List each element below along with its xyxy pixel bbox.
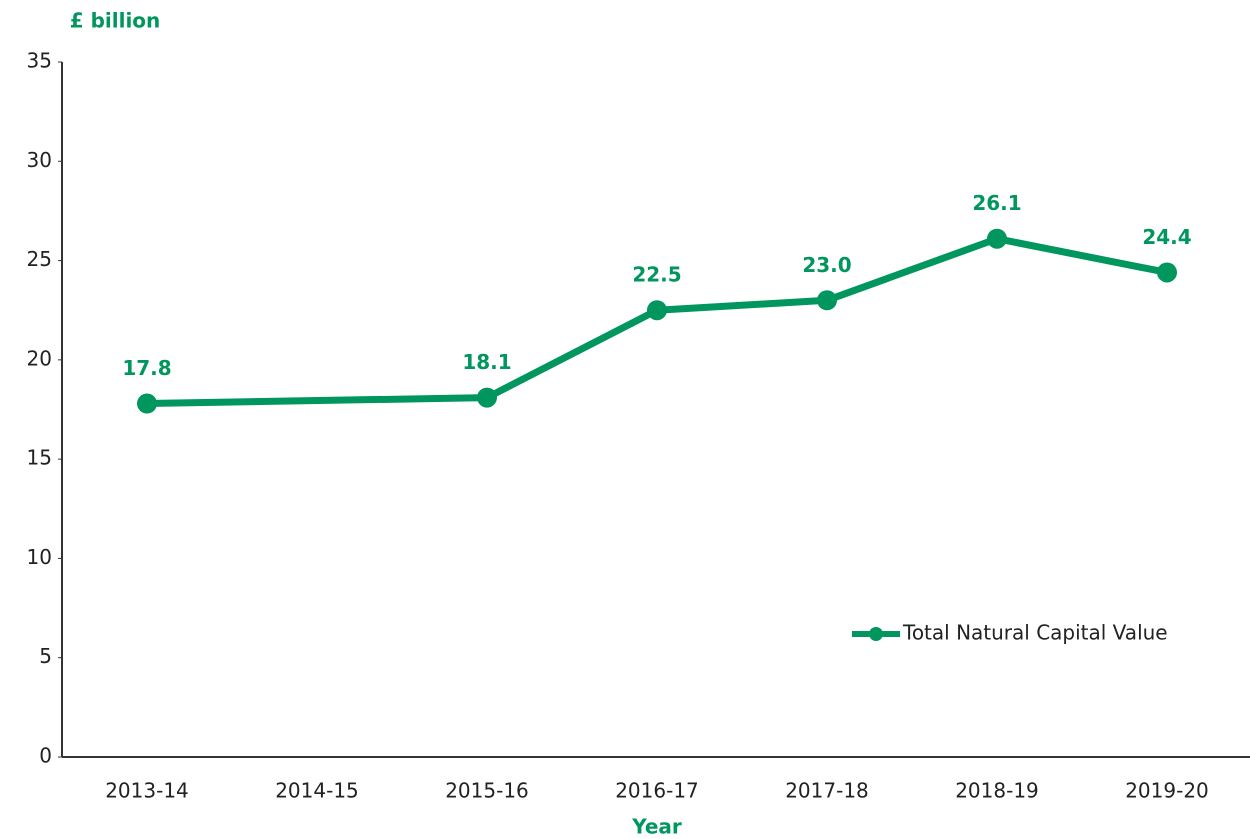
value-label: 17.8 (122, 356, 171, 380)
x-axis-label: Year (631, 815, 682, 839)
y-tick-label: 25 (27, 247, 52, 271)
value-label: 22.5 (632, 263, 681, 287)
y-tick-label: 15 (27, 446, 52, 470)
x-tick-label: 2018-19 (955, 779, 1039, 803)
x-tick-label: 2015-16 (445, 779, 529, 803)
value-label: 24.4 (1142, 225, 1191, 249)
legend-label: Total Natural Capital Value (902, 621, 1168, 645)
point (647, 300, 667, 321)
y-tick-label: 0 (39, 744, 52, 768)
line (146, 235, 1168, 408)
point (477, 387, 497, 408)
point (1157, 262, 1177, 283)
y-axis-label: £ billion (70, 9, 161, 33)
x-tick-label: 2016-17 (615, 779, 699, 803)
value-label: 18.1 (462, 350, 511, 374)
legend-marker (869, 627, 883, 641)
x-tick-label: 2019-20 (1125, 779, 1209, 803)
y-tick-label: 20 (27, 346, 52, 370)
point (817, 290, 837, 311)
x-tick-label: 2017-18 (785, 779, 869, 803)
y-tick-label: 5 (39, 644, 52, 668)
x-tick-label: 2013-14 (105, 779, 189, 803)
point (137, 393, 157, 414)
value-label: 23.0 (802, 253, 851, 277)
value-label: 26.1 (972, 191, 1021, 215)
x-tick-label: 2014-15 (275, 779, 359, 803)
point (987, 228, 1007, 249)
y-tick-label: 30 (27, 148, 52, 172)
y-tick-label: 10 (27, 545, 52, 569)
y-tick-label: 35 (27, 49, 52, 73)
